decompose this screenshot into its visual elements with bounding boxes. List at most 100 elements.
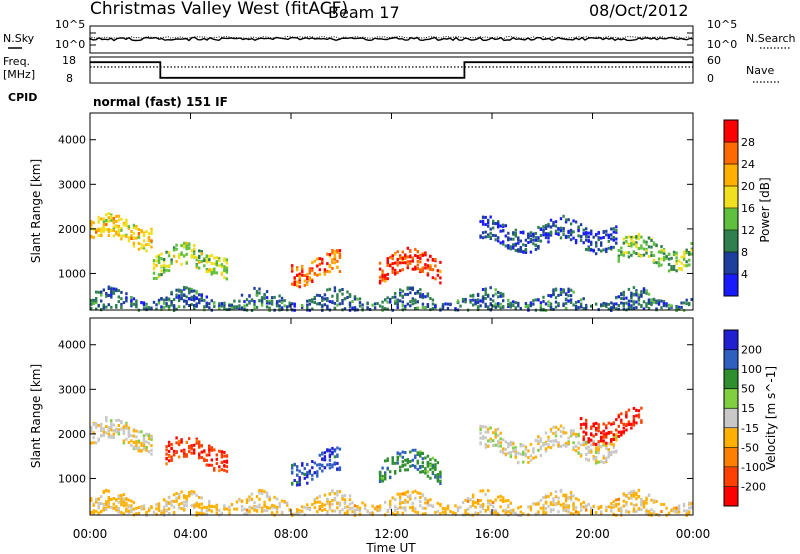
velocity-echo-cell [592, 439, 595, 443]
power-echo-cell [333, 307, 337, 310]
velocity-echo-cell [544, 440, 548, 444]
power-echo-cell [177, 299, 181, 303]
power-echo-cell [532, 238, 535, 242]
velocity-echo-cell [587, 451, 590, 454]
power-echo-cell [132, 302, 136, 306]
power-echo-cell [306, 277, 309, 281]
velocity-echo-cell [414, 510, 417, 514]
power-echo-cell [132, 244, 136, 248]
power-echo-cell [107, 212, 110, 216]
power-echo-cell [220, 263, 224, 267]
velocity-echo-cell [95, 497, 98, 501]
velocity-echo-cell [117, 500, 120, 504]
velocity-echo-cell [110, 424, 113, 428]
power-echo-cell [662, 300, 666, 304]
velocity-echo-cell [130, 509, 133, 513]
power-echo-cell [97, 303, 100, 307]
power-echo-cell [401, 257, 404, 260]
velocity-echo-cell [208, 501, 211, 505]
velocity-echo-cell [115, 428, 118, 432]
power-echo-cell [416, 250, 419, 254]
power-echo-cell [293, 276, 296, 280]
velocity-echo-cell [220, 511, 224, 515]
velocity-echo-cell [318, 505, 321, 508]
velocity-echo-cell [499, 494, 502, 498]
velocity-echo-cell [308, 469, 311, 473]
power-echo-cell [534, 298, 538, 302]
power-echo-cell [135, 236, 138, 240]
power-echo-cell [497, 290, 500, 294]
power-echo-cell [421, 269, 424, 273]
velocity-echo-cell [296, 511, 299, 515]
velocity-echo-cell [348, 498, 352, 502]
velocity-echo-cell [298, 469, 301, 473]
power-echo-cell [564, 293, 568, 296]
velocity-echo-cell [160, 511, 163, 515]
velocity-echo-cell [557, 510, 560, 514]
velocity-echo-cell [140, 507, 143, 511]
power-echo-cell [336, 265, 339, 269]
velocity-colorbar-swatch [724, 486, 738, 507]
power-echo-cell [308, 271, 311, 275]
velocity-echo-cell [406, 458, 409, 462]
velocity-echo-cell [625, 503, 628, 507]
velocity-echo-cell [416, 511, 419, 515]
power-echo-cell [409, 260, 412, 264]
power-echo-cell [298, 285, 301, 289]
x-tick-label: 16:00 [475, 527, 510, 541]
power-echo-cell [409, 304, 412, 308]
velocity-echo-cell [414, 465, 417, 469]
velocity-echo-cell [434, 510, 437, 514]
velocity-echo-cell [426, 454, 430, 458]
velocity-echo-cell [135, 429, 138, 433]
velocity-echo-cell [318, 466, 321, 470]
power-echo-cell [512, 304, 515, 307]
time-axis-title: Time UT [365, 541, 416, 554]
power-echo-cell [208, 268, 211, 272]
power-echo-cell [481, 231, 485, 235]
velocity-echo-cell [223, 504, 226, 508]
velocity-echo-cell [587, 503, 590, 506]
power-echo-cell [203, 259, 206, 263]
power-echo-cell [278, 299, 281, 303]
velocity-echo-cell [564, 493, 568, 497]
power-echo-cell [502, 229, 505, 233]
velocity-echo-cell [585, 504, 588, 508]
velocity-echo-cell [512, 442, 515, 446]
power-echo-cell [346, 290, 349, 294]
power-echo-cell [270, 302, 274, 306]
power-echo-cell [205, 304, 208, 308]
velocity-echo-cell [328, 455, 332, 459]
velocity-echo-cell [620, 433, 623, 437]
velocity-echo-cell [228, 512, 231, 516]
power-echo-cell [552, 221, 555, 224]
power-echo-cell [396, 299, 399, 303]
power-echo-cell [326, 297, 329, 301]
power-echo-cell [293, 280, 296, 284]
velocity-echo-cell [147, 507, 151, 511]
velocity-echo-cell [502, 509, 505, 513]
velocity-echo-cell [411, 458, 414, 462]
power-echo-cell [183, 241, 186, 245]
power-echo-cell [429, 264, 432, 267]
power-echo-cell [198, 254, 201, 258]
power-echo-cell [120, 297, 123, 301]
velocity-echo-cell [198, 440, 201, 444]
power-echo-cell [610, 233, 613, 237]
velocity-echo-cell [557, 441, 560, 445]
power-echo-cell [688, 251, 691, 254]
power-echo-cell [130, 304, 133, 308]
power-echo-cell [333, 301, 337, 305]
velocity-echo-cell [92, 441, 95, 445]
power-echo-cell [102, 303, 105, 307]
power-echo-cell [595, 252, 598, 256]
velocity-echo-cell [190, 446, 193, 450]
power-echo-cell [389, 264, 392, 268]
power-echo-cell [147, 232, 151, 236]
velocity-echo-cell [177, 503, 181, 507]
power-echo-cell [507, 238, 510, 242]
power-echo-cell [414, 291, 417, 295]
velocity-echo-cell [298, 476, 301, 480]
velocity-echo-cell [579, 426, 583, 430]
power-echo-cell [195, 265, 198, 269]
